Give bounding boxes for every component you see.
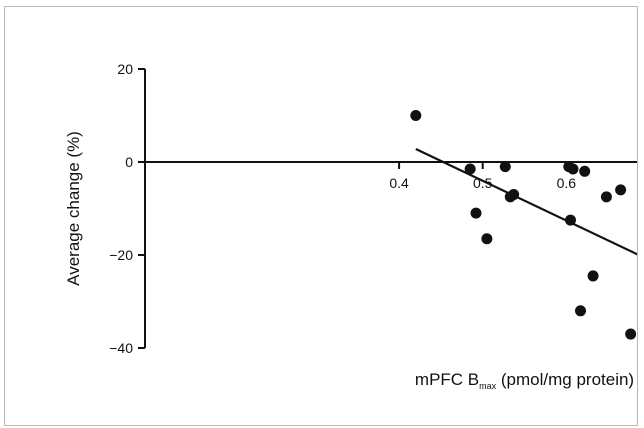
y-tick-label: 20 xyxy=(117,61,133,77)
data-point xyxy=(615,184,627,196)
data-point xyxy=(575,305,587,317)
data-point xyxy=(470,207,482,219)
x-tick-label: 0.6 xyxy=(557,175,577,191)
data-point xyxy=(600,191,612,203)
x-tick-label: 0.4 xyxy=(389,175,409,191)
data-point xyxy=(564,214,576,226)
y-tick-label: −20 xyxy=(109,247,133,263)
x-axis-title: mPFC Bmax (pmol/mg protein) xyxy=(415,370,634,391)
y-tick-label: 0 xyxy=(125,154,133,170)
tick-group: 200−20−400.40.50.60.70.8 xyxy=(109,61,577,356)
y-tick-label: −40 xyxy=(109,340,133,356)
axes xyxy=(144,69,637,348)
data-points xyxy=(410,110,637,340)
chart-frame: 200−20−400.40.50.60.70.8 Average change … xyxy=(4,6,638,426)
x-axis-title-subscript: max xyxy=(479,381,497,391)
data-point xyxy=(587,270,599,282)
data-point xyxy=(499,161,511,173)
data-point xyxy=(567,163,579,175)
data-point xyxy=(464,163,476,175)
y-axis-title: Average change (%) xyxy=(64,131,83,286)
data-point xyxy=(579,165,591,177)
data-point xyxy=(410,110,422,121)
data-point xyxy=(481,233,493,245)
x-axis-title-suffix: (pmol/mg protein) xyxy=(496,370,634,389)
x-axis-title-prefix: mPFC B xyxy=(415,370,479,389)
fit-line xyxy=(415,147,637,256)
data-point xyxy=(508,189,520,201)
scatter-chart: 200−20−400.40.50.60.70.8 Average change … xyxy=(64,61,637,391)
data-point xyxy=(625,328,637,340)
fit-line-group xyxy=(415,147,637,256)
